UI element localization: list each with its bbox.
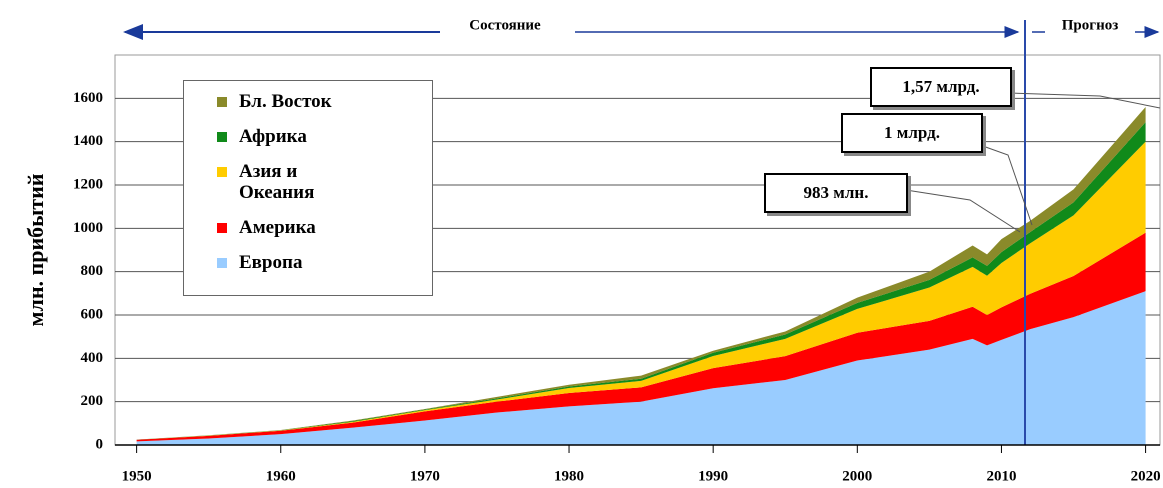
x-tick-label: 1990 (698, 468, 728, 484)
area (136, 291, 1146, 445)
callout-line (905, 189, 1021, 233)
callout-line (979, 144, 1033, 226)
y-tick-label: 200 (81, 393, 104, 409)
y-tick-label: 0 (96, 436, 104, 452)
annotation: 1,57 млрд. (870, 67, 1012, 107)
y-tick-label: 1600 (73, 90, 103, 106)
y-axis-label: млн. прибытий (23, 173, 48, 326)
legend-swatch (217, 167, 227, 177)
annotation: 1 млрд. (841, 113, 983, 153)
area (136, 141, 1146, 440)
legend: Бл. Восток Африка Азия и Океания Америка Евр… (183, 80, 433, 296)
y-tick-label: 800 (81, 263, 104, 279)
legend-label: Бл. Восток (239, 91, 332, 112)
legend-swatch (217, 258, 227, 268)
legend-swatch (217, 97, 227, 107)
x-tick-label: 2020 (1131, 468, 1161, 484)
annotation: 983 млн. (764, 173, 908, 213)
period-label: Прогноз (1062, 17, 1119, 33)
x-tick-label: 2010 (986, 468, 1016, 484)
legend-swatch (217, 223, 227, 233)
period-label: Состояние (469, 17, 541, 33)
x-tick-label: 2000 (842, 468, 872, 484)
legend-item: Африка (217, 126, 349, 147)
legend-item: Азия и Океания (217, 161, 349, 203)
legend-item: Америка (217, 217, 349, 238)
x-tick-label: 1970 (410, 468, 440, 484)
callout-line (1009, 92, 1161, 109)
legend-item: Европа (217, 252, 349, 273)
y-tick-label: 1200 (73, 176, 103, 192)
area (136, 232, 1146, 442)
x-tick-label: 1950 (122, 468, 152, 484)
y-tick-label: 600 (81, 306, 104, 322)
x-tick-label: 1980 (554, 468, 584, 484)
legend-label: Азия и Океания (239, 161, 315, 203)
legend-swatch (217, 132, 227, 142)
legend-item: Бл. Восток (217, 91, 349, 112)
x-tick-label: 1960 (266, 468, 296, 484)
legend-label: Европа (239, 252, 303, 273)
y-tick-label: 1400 (73, 133, 103, 149)
y-tick-label: 1000 (73, 220, 103, 236)
y-tick-label: 400 (81, 350, 104, 366)
legend-label: Америка (239, 217, 316, 238)
legend-label: Африка (239, 126, 307, 147)
